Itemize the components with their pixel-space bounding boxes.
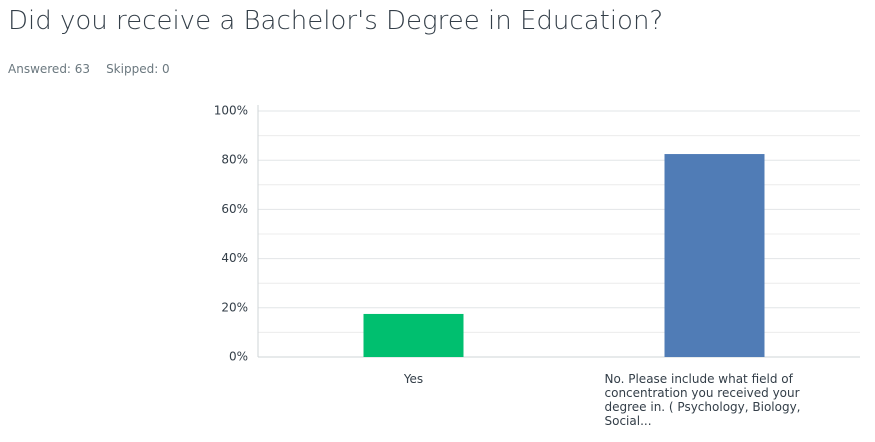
bar xyxy=(363,313,464,357)
y-tick-label: 40% xyxy=(221,251,248,265)
x-tick-label: No. Please include what field of concent… xyxy=(604,372,801,428)
y-tick-label: 20% xyxy=(221,300,248,314)
y-tick-label: 60% xyxy=(221,202,248,216)
bar xyxy=(664,154,765,357)
answered-count: Answered: 63 xyxy=(8,62,91,76)
question-title: Did you receive a Bachelor's Degree in E… xyxy=(8,6,664,36)
y-tick-label: 100% xyxy=(214,104,248,118)
skipped-count: Skipped: 0 xyxy=(106,62,170,76)
response-meta: Answered: 63 Skipped: 0 xyxy=(8,62,186,76)
y-tick-label: 80% xyxy=(221,153,248,167)
x-tick-label: Yes xyxy=(403,372,424,386)
y-tick-label: 0% xyxy=(229,350,248,364)
